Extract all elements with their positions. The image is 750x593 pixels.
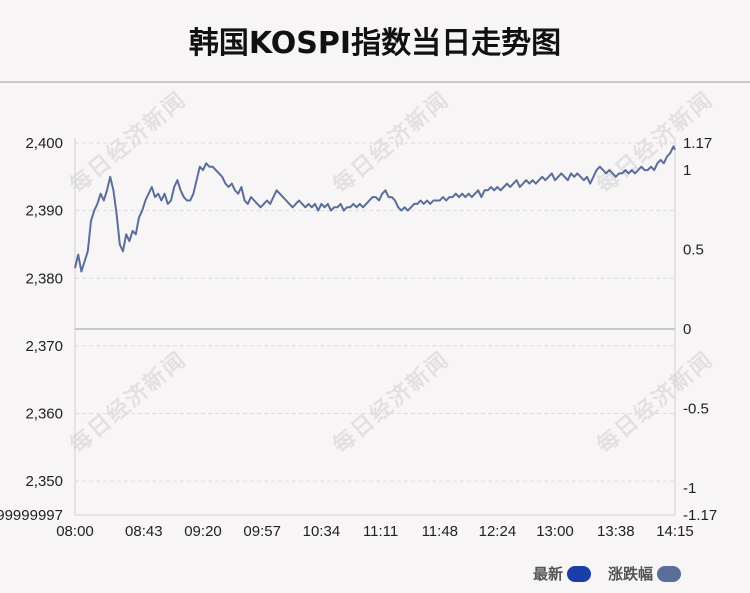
y-right-tick-label: -0.5 bbox=[683, 400, 709, 417]
y-right-tick-label: 0 bbox=[683, 321, 691, 338]
y-left-tick-label: 2,350 bbox=[25, 473, 63, 490]
y-left-tick-label: 2,390 bbox=[25, 203, 63, 220]
title-divider bbox=[0, 81, 750, 83]
legend-item-change[interactable]: 涨跌幅 bbox=[608, 563, 682, 584]
y-right-tick-label: 0.5 bbox=[683, 242, 704, 259]
legend-label-change: 涨跌幅 bbox=[608, 565, 654, 583]
y-left-tick-label: 2,400 bbox=[25, 135, 63, 152]
y-left-tick-label: 2,370 bbox=[25, 338, 63, 355]
x-tick-label: 10:34 bbox=[303, 523, 341, 540]
y-right-tick-label: 1.17 bbox=[683, 135, 712, 152]
y-left-tick-label: 2,360 bbox=[25, 406, 63, 423]
x-tick-label: 08:00 bbox=[56, 523, 94, 540]
axes bbox=[74, 138, 676, 516]
tick-labels: 2,400 2,390 2,380 2,370 2,360 2,350 2344.99999… bbox=[0, 135, 717, 540]
y-left-tick-label: 2344.99999999999997 bbox=[0, 507, 63, 524]
series-layer bbox=[74, 145, 676, 273]
x-tick-label: 08:43 bbox=[125, 523, 163, 540]
x-tick-label: 12:24 bbox=[479, 523, 517, 540]
x-tick-label: 14:15 bbox=[656, 523, 694, 540]
legend-swatch-change bbox=[657, 565, 682, 582]
y-right-tick-label: 1 bbox=[683, 162, 691, 179]
x-tick-label: 13:38 bbox=[597, 523, 635, 540]
y-right-tick-label: -1.17 bbox=[683, 507, 717, 524]
chart-title: 韩国KOSPI指数当日走势图 bbox=[188, 26, 562, 61]
legend-label-latest: 最新 bbox=[533, 565, 564, 583]
legend-swatch-latest bbox=[567, 565, 592, 582]
x-tick-label: 09:20 bbox=[184, 523, 222, 540]
x-tick-label: 13:00 bbox=[536, 523, 574, 540]
x-tick-label: 11:48 bbox=[422, 523, 458, 540]
legend-item-latest[interactable]: 最新 bbox=[533, 563, 592, 584]
y-left-tick-label: 2,380 bbox=[25, 270, 63, 287]
x-tick-label: 09:57 bbox=[243, 523, 281, 540]
series-line-latest bbox=[74, 145, 676, 273]
x-tick-label: 11:11 bbox=[363, 523, 398, 540]
y-right-tick-label: -1 bbox=[683, 480, 696, 497]
